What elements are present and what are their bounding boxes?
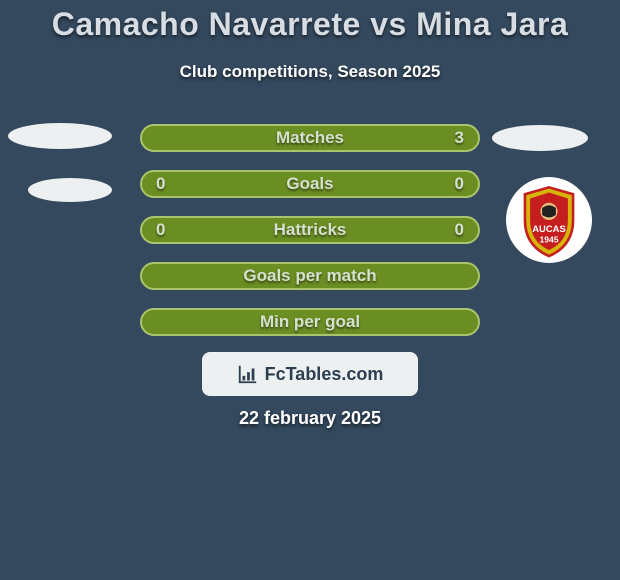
stat-bar: Goals0 0	[140, 170, 480, 198]
stat-bar: Goals per match	[140, 262, 480, 290]
left-club-placeholder-1	[8, 123, 112, 149]
stat-bar: Min per goal	[140, 308, 480, 336]
date-label: 22 february 2025	[0, 408, 620, 429]
stat-label: Matches	[142, 128, 478, 148]
page-title: Camacho Navarrete vs Mina Jara	[0, 6, 620, 43]
right-club-badge: AUCAS1945	[506, 177, 592, 263]
stat-label: Hattricks	[142, 220, 478, 240]
stat-bar: Matches3	[140, 124, 480, 152]
stat-label: Goals	[142, 174, 478, 194]
subtitle: Club competitions, Season 2025	[0, 62, 620, 82]
stat-value-left: 0	[156, 220, 165, 240]
stat-value-right: 0	[455, 220, 464, 240]
svg-text:1945: 1945	[539, 234, 558, 244]
stat-label: Min per goal	[142, 312, 478, 332]
comparison-infographic: Camacho Navarrete vs Mina Jara Club comp…	[0, 0, 620, 580]
stat-label: Goals per match	[142, 266, 478, 286]
stat-value-right: 3	[455, 128, 464, 148]
stat-bar: Hattricks0 0	[140, 216, 480, 244]
branding-box: FcTables.com	[202, 352, 418, 396]
chart-icon	[237, 363, 259, 385]
left-club-placeholder-2	[28, 178, 112, 202]
branding-text: FcTables.com	[265, 364, 384, 385]
stat-value-left: 0	[156, 174, 165, 194]
right-club-placeholder	[492, 125, 588, 151]
stat-value-right: 0	[455, 174, 464, 194]
svg-text:AUCAS: AUCAS	[532, 224, 566, 235]
